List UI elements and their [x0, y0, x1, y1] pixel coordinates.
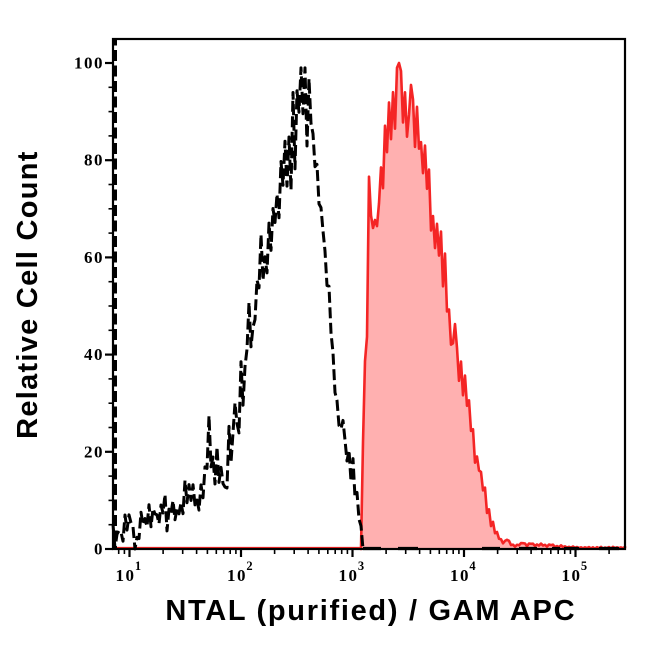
svg-text:10: 10 [450, 566, 470, 585]
svg-text:2: 2 [246, 559, 252, 573]
svg-text:10: 10 [116, 566, 136, 585]
svg-text:10: 10 [339, 566, 359, 585]
svg-text:80: 80 [84, 151, 104, 170]
svg-text:10: 10 [562, 566, 582, 585]
svg-text:60: 60 [84, 248, 104, 267]
svg-text:20: 20 [84, 442, 104, 461]
svg-text:10: 10 [227, 566, 247, 585]
svg-text:3: 3 [358, 559, 364, 573]
svg-text:0: 0 [94, 540, 104, 559]
svg-text:NTAL (purified) / GAM APC: NTAL (purified) / GAM APC [165, 595, 576, 627]
svg-text:4: 4 [469, 559, 476, 573]
svg-text:Relative Cell Count: Relative Cell Count [12, 150, 44, 439]
svg-text:40: 40 [84, 345, 104, 364]
svg-text:100: 100 [74, 54, 104, 73]
svg-text:5: 5 [581, 559, 587, 573]
svg-text:1: 1 [135, 559, 141, 573]
